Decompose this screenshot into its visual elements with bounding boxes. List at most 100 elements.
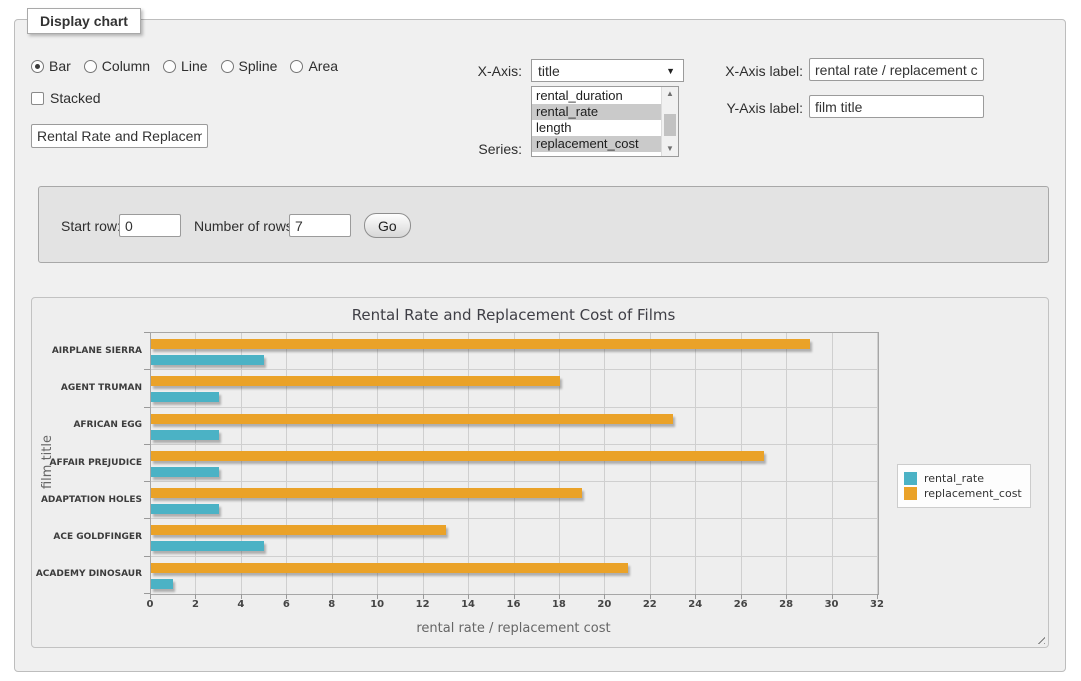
x-tick-mark bbox=[195, 594, 196, 599]
x-tick-label: 32 bbox=[857, 599, 897, 610]
bar-rental_rate bbox=[151, 504, 219, 514]
bar-rental_rate bbox=[151, 467, 219, 477]
stacked-label: Stacked bbox=[50, 90, 101, 106]
bar-replacement_cost bbox=[151, 414, 673, 424]
series-option-rental_duration[interactable]: rental_duration bbox=[532, 88, 661, 104]
y-tick-mark bbox=[144, 369, 150, 370]
series-listbox[interactable]: rental_durationrental_ratelengthreplacem… bbox=[531, 86, 679, 157]
x-tick-mark bbox=[650, 594, 651, 599]
y-category-label: AFRICAN EGG bbox=[32, 420, 142, 430]
y-tick-mark bbox=[144, 481, 150, 482]
chevron-down-icon: ▼ bbox=[666, 66, 675, 76]
x-tick-label: 28 bbox=[766, 599, 806, 610]
x-tick-mark bbox=[786, 594, 787, 599]
x-tick-label: 8 bbox=[312, 599, 352, 610]
chart-type-radio-line[interactable]: Line bbox=[163, 58, 207, 74]
scroll-up-icon[interactable]: ▲ bbox=[662, 87, 678, 101]
chart-title: Rental Rate and Replacement Cost of Film… bbox=[150, 306, 877, 324]
bar-rental_rate bbox=[151, 355, 264, 365]
chart-title-input[interactable] bbox=[31, 124, 208, 148]
scrollbar[interactable]: ▲ ▼ bbox=[661, 87, 678, 156]
legend-item: rental_rate bbox=[904, 472, 1022, 485]
x-tick-label: 26 bbox=[721, 599, 761, 610]
x-tick-label: 10 bbox=[357, 599, 397, 610]
x-tick-mark bbox=[332, 594, 333, 599]
legend-item: replacement_cost bbox=[904, 487, 1022, 500]
legend-swatch-icon bbox=[904, 472, 917, 485]
row-range-panel: Start row: Number of rows: Go bbox=[38, 186, 1049, 263]
stacked-checkbox[interactable]: Stacked bbox=[31, 90, 101, 106]
x-axis-title: rental rate / replacement cost bbox=[150, 621, 877, 636]
bar-rental_rate bbox=[151, 579, 173, 589]
y-tick-mark bbox=[144, 518, 150, 519]
bar-replacement_cost bbox=[151, 339, 810, 349]
radio-label: Column bbox=[102, 58, 150, 74]
resize-grip-icon[interactable] bbox=[1034, 633, 1045, 644]
num-rows-input[interactable] bbox=[289, 214, 351, 237]
fieldset-legend: Display chart bbox=[27, 8, 141, 34]
gridline bbox=[151, 481, 878, 482]
bar-rental_rate bbox=[151, 430, 219, 440]
checkbox-box-icon[interactable] bbox=[31, 92, 44, 105]
x-tick-label: 6 bbox=[266, 599, 306, 610]
x-tick-mark bbox=[877, 594, 878, 599]
y-tick-mark bbox=[144, 407, 150, 408]
y-category-label: ACADEMY DINOSAUR bbox=[32, 569, 142, 579]
x-axis-selected-value: title bbox=[538, 63, 560, 79]
x-tick-mark bbox=[377, 594, 378, 599]
chart-type-radio-bar[interactable]: Bar bbox=[31, 58, 71, 74]
gridline bbox=[151, 407, 878, 408]
x-tick-label: 0 bbox=[130, 599, 170, 610]
x-axis-select[interactable]: title ▼ bbox=[531, 59, 684, 82]
scroll-down-icon[interactable]: ▼ bbox=[662, 142, 678, 156]
radio-icon[interactable] bbox=[221, 60, 234, 73]
bar-replacement_cost bbox=[151, 451, 764, 461]
series-options: rental_durationrental_ratelengthreplacem… bbox=[532, 87, 661, 156]
gridline bbox=[151, 518, 878, 519]
x-tick-label: 14 bbox=[448, 599, 488, 610]
scrollbar-thumb[interactable] bbox=[664, 114, 676, 136]
radio-icon[interactable] bbox=[290, 60, 303, 73]
start-row-input[interactable] bbox=[119, 214, 181, 237]
chart-legend: rental_rate replacement_cost bbox=[897, 464, 1031, 508]
bar-replacement_cost bbox=[151, 376, 560, 386]
x-tick-label: 18 bbox=[539, 599, 579, 610]
x-tick-label: 16 bbox=[494, 599, 534, 610]
y-tick-mark bbox=[144, 332, 150, 333]
gridline bbox=[151, 369, 878, 370]
y-category-label: ADAPTATION HOLES bbox=[32, 495, 142, 505]
x-tick-mark bbox=[286, 594, 287, 599]
chart-type-radio-area[interactable]: Area bbox=[290, 58, 338, 74]
x-axis-select-label: X-Axis: bbox=[415, 63, 522, 79]
go-button[interactable]: Go bbox=[364, 213, 411, 238]
y-axis-label-input[interactable] bbox=[809, 95, 984, 118]
radio-label: Line bbox=[181, 58, 207, 74]
x-tick-mark bbox=[150, 594, 151, 599]
series-option-length[interactable]: length bbox=[532, 120, 661, 136]
x-tick-mark bbox=[559, 594, 560, 599]
legend-label: replacement_cost bbox=[924, 487, 1022, 500]
series-option-rental_rate[interactable]: rental_rate bbox=[532, 104, 661, 120]
x-tick-mark bbox=[695, 594, 696, 599]
y-tick-mark bbox=[144, 444, 150, 445]
chart-type-radio-spline[interactable]: Spline bbox=[221, 58, 278, 74]
y-category-label: AGENT TRUMAN bbox=[32, 383, 142, 393]
radio-label: Area bbox=[308, 58, 338, 74]
x-axis-label-input[interactable] bbox=[809, 58, 984, 81]
x-tick-mark bbox=[241, 594, 242, 599]
gridline bbox=[151, 444, 878, 445]
bar-replacement_cost bbox=[151, 525, 446, 535]
x-tick-label: 24 bbox=[675, 599, 715, 610]
x-tick-label: 20 bbox=[584, 599, 624, 610]
start-row-label: Start row: bbox=[61, 218, 121, 234]
radio-icon[interactable] bbox=[31, 60, 44, 73]
x-tick-label: 12 bbox=[403, 599, 443, 610]
chart-type-radio-column[interactable]: Column bbox=[84, 58, 150, 74]
radio-icon[interactable] bbox=[84, 60, 97, 73]
x-axis-label-field-label: X-Axis label: bbox=[705, 63, 803, 79]
series-option-replacement_cost[interactable]: replacement_cost bbox=[532, 136, 661, 152]
y-category-label: AFFAIR PREJUDICE bbox=[32, 458, 142, 468]
bar-replacement_cost bbox=[151, 488, 582, 498]
bar-replacement_cost bbox=[151, 563, 628, 573]
radio-icon[interactable] bbox=[163, 60, 176, 73]
